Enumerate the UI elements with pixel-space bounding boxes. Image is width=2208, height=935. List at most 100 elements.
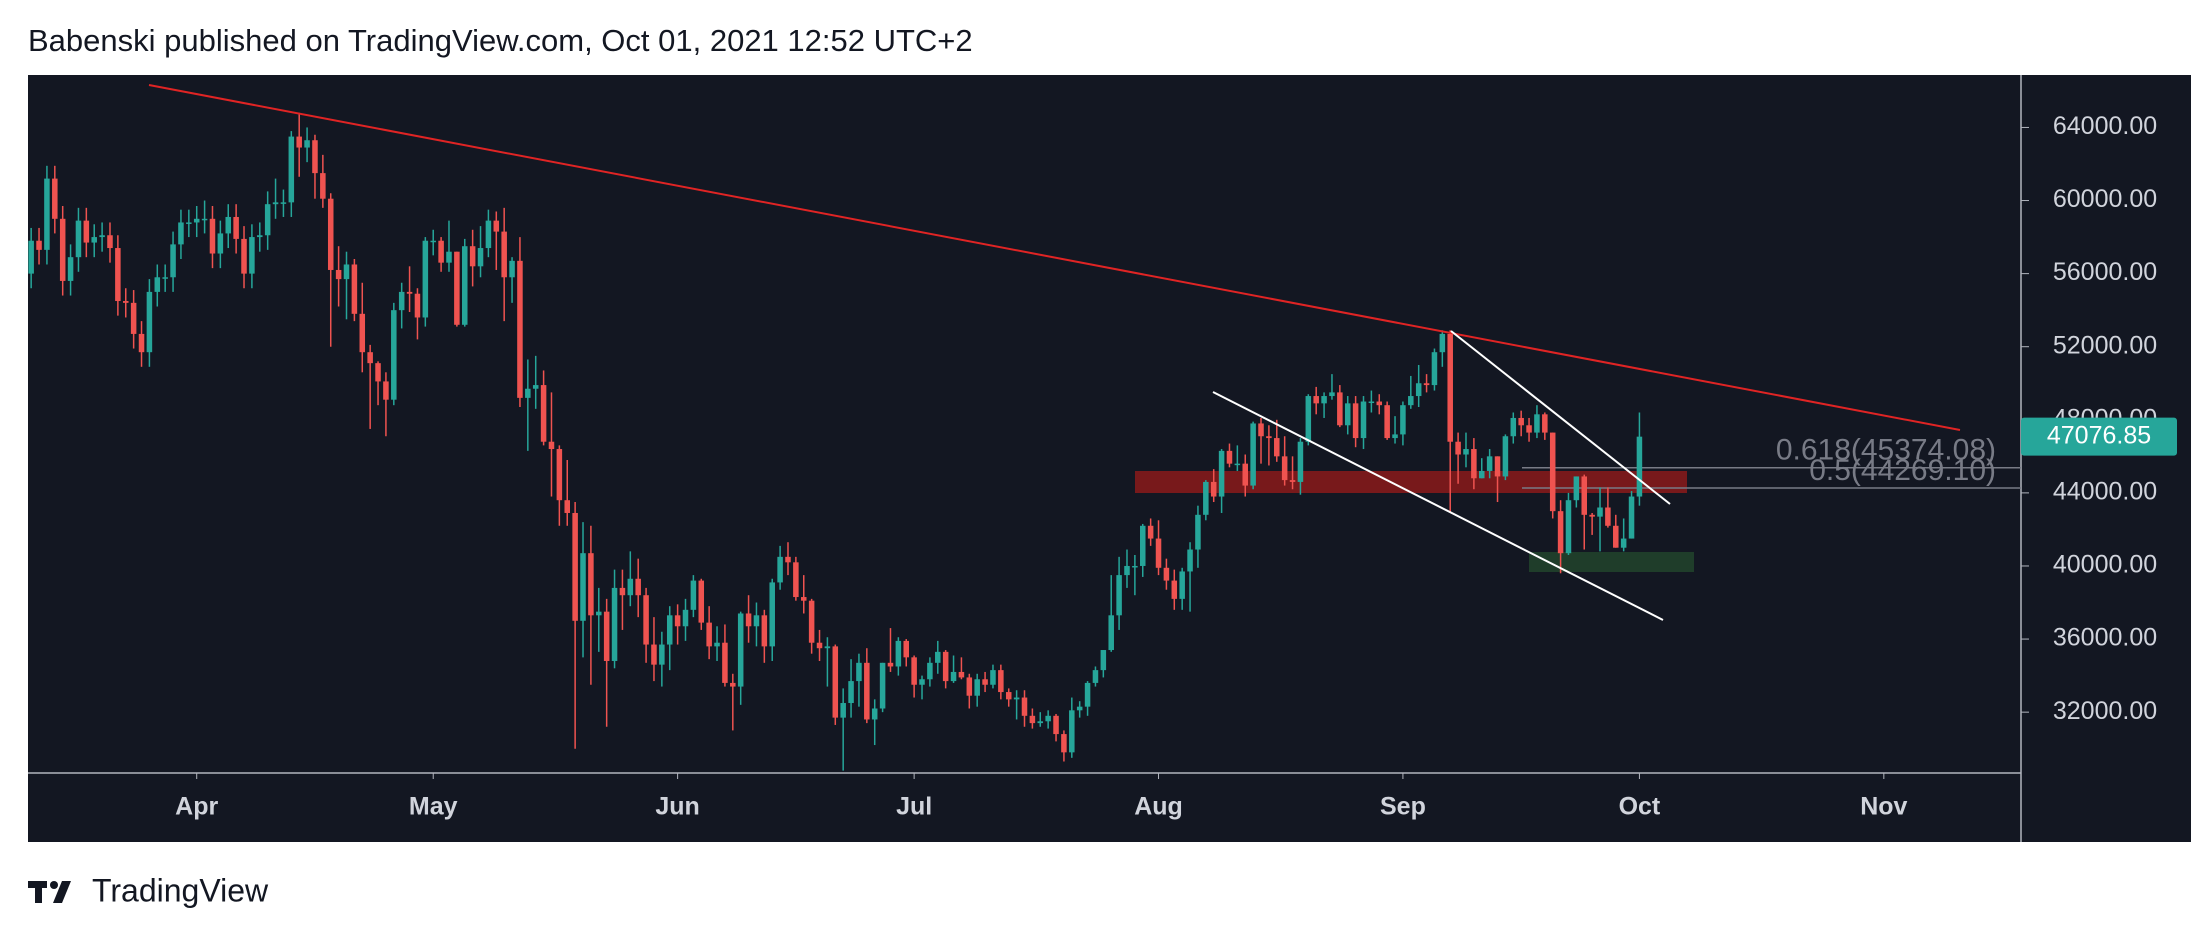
candle-body [1108,615,1114,651]
candle-body [446,251,452,263]
x-tick-label: Nov [1860,793,1907,821]
logo-part [53,881,71,903]
candle-body [454,251,460,325]
candle-body [1400,405,1406,435]
candle-body [1447,333,1453,442]
channel-line [1212,391,1664,621]
candle-body [540,385,547,442]
candle-body [138,333,145,353]
candle-body [864,662,870,720]
candle-body [438,240,444,263]
candle-body [296,136,302,148]
candle-body [146,291,153,353]
y-tick-label: 52000.00 [2053,331,2157,359]
candle-body [1557,511,1564,554]
candle-body [651,644,657,665]
candle-body [67,257,74,281]
candle-body [753,615,760,627]
x-tick-label: Jul [896,793,932,821]
support-zone [1529,552,1694,572]
candle-body [1274,438,1280,457]
candle-body [312,140,318,174]
candle-body [375,363,381,382]
candle-body [1053,715,1059,735]
candle-body [690,580,697,610]
candle-body [777,556,783,583]
candle-body [572,512,578,621]
candle-body [1455,441,1461,455]
candle-body [517,260,523,398]
candle-body [186,222,192,224]
channel-line [1450,330,1671,505]
candle-body [1494,456,1501,477]
candle-body [808,600,815,643]
candle-body [257,235,263,238]
candle-body [879,662,886,709]
candle-body [942,651,949,682]
candle-body [1203,481,1209,515]
candle-body [998,670,1004,693]
candle-body [966,677,973,696]
candle-body [1620,538,1627,548]
candle-body [406,291,413,294]
candle-body [1155,538,1162,568]
candle-body [785,556,791,563]
candle-body [320,173,326,199]
candle-body [627,578,634,596]
candle-body [611,587,618,661]
candle-body [107,235,113,249]
candle-body [367,352,373,364]
candle-body [1542,414,1548,433]
candle-body [36,240,42,250]
candle-body [1124,565,1130,576]
candle-body [958,671,965,678]
candle-body [193,218,200,223]
y-tick-label: 64000.00 [2053,112,2157,140]
candle-body [745,613,752,627]
candle-body [1597,507,1603,517]
logo-part [50,881,58,889]
candle-body [1368,401,1375,404]
candle-body [1218,450,1225,497]
candle-body [1171,580,1178,599]
drawings [148,84,1961,621]
candle-body [52,178,58,219]
candle-body [1392,434,1398,439]
candle-body [1305,396,1312,442]
candle-body [1029,715,1036,724]
candle-body [1084,682,1091,707]
candle-body [1297,441,1304,482]
candle-body [1628,496,1635,539]
candle-body [1360,401,1367,439]
candle-body [1344,403,1351,426]
candle-body [122,301,129,303]
candle-body [383,381,389,400]
candle-body [1321,396,1327,404]
candle-body [1234,463,1241,466]
candle-body [280,202,287,204]
candle-body [674,615,681,627]
candle-body [1549,432,1556,512]
candle-body [666,615,673,645]
candle-body [682,609,689,627]
candle-body [1565,500,1572,554]
candle-body [887,662,894,667]
candle-body [264,204,271,236]
candle-body [1376,401,1383,406]
candle-body [990,670,996,685]
candle-body [1163,567,1170,581]
candle-body [209,218,216,254]
x-tick-label: Aug [1134,793,1183,821]
candle-body [1605,507,1611,526]
candle-body [730,682,736,687]
candle-body [1510,417,1517,437]
candle-body [1337,392,1343,426]
candle-body [1526,425,1532,433]
candle-body [91,237,97,243]
fib-levels: 0.618(45374.08)0.5(44269.10) [1522,434,2021,489]
y-tick-label: 36000.00 [2053,624,2157,652]
candle-body [722,642,728,683]
candle-body [1069,710,1075,753]
candle-body [903,640,910,658]
